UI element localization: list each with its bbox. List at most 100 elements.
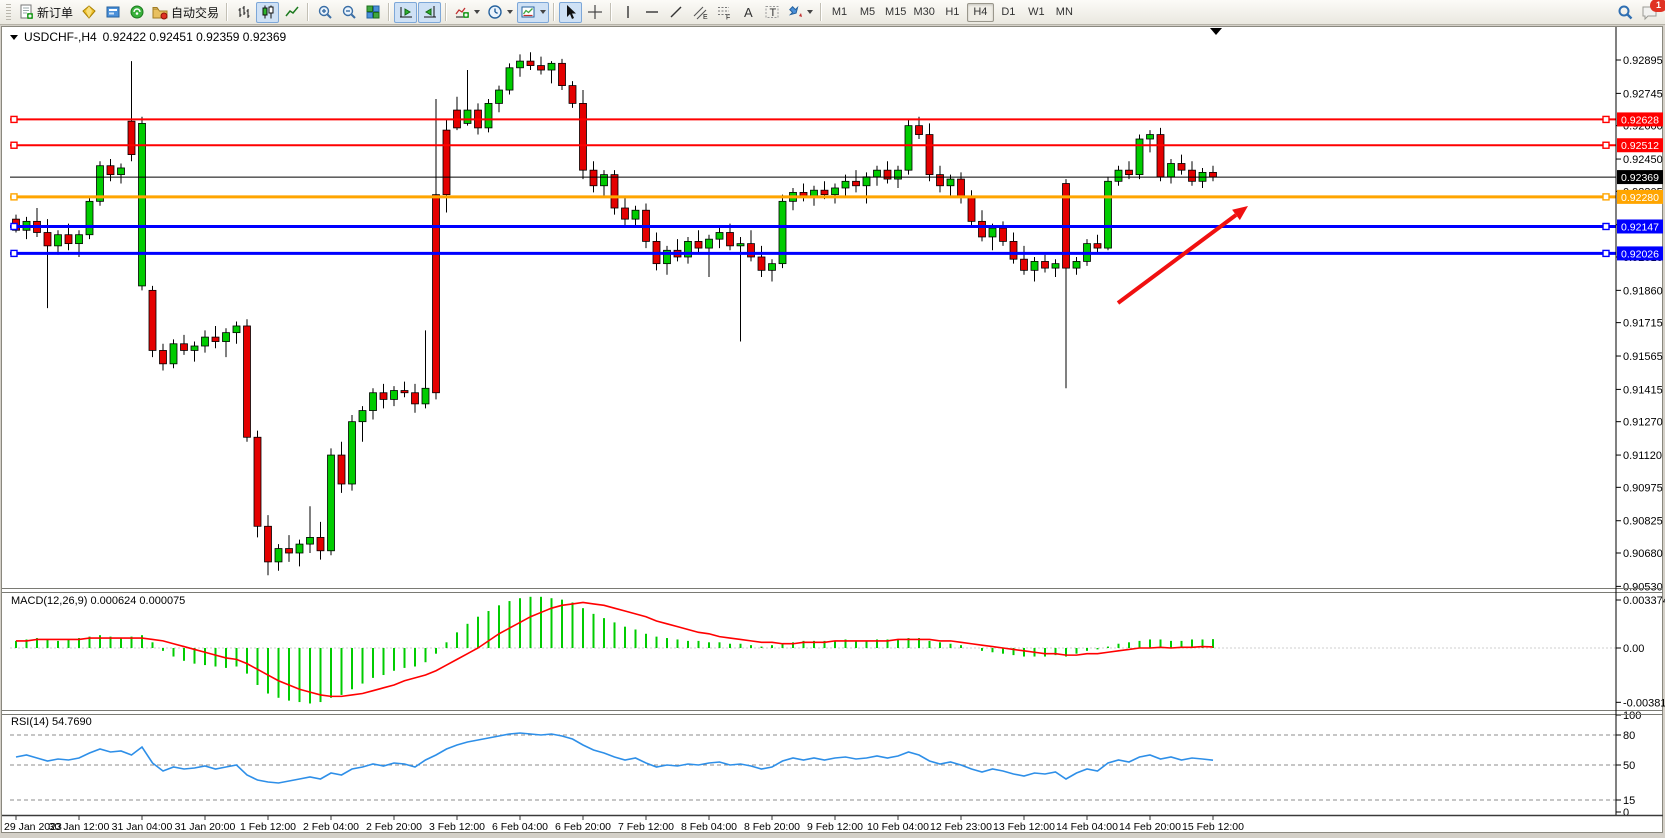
indicator-levels [10,647,1616,801]
dropdown-caret-icon [507,10,514,14]
svg-text:15: 15 [1623,795,1635,807]
notification-count-badge: 1 [1650,0,1665,12]
timeframe-m5[interactable]: M5 [854,3,881,22]
svg-text:6 Feb 20:00: 6 Feb 20:00 [555,821,611,833]
axis-price-badges: 0.92628 0.92512 0.92280 0.92147 0.92026 0.923… [1617,112,1663,261]
line-chart-button[interactable] [280,2,303,23]
cursor-button[interactable] [559,1,583,23]
dropdown-caret-icon [474,10,481,14]
chart-dropdown-icon[interactable] [10,35,18,40]
data-window-button[interactable] [101,2,124,23]
template-icon [521,6,535,18]
trendline-button[interactable] [664,2,687,23]
svg-text:2 Feb 04:00: 2 Feb 04:00 [303,821,359,833]
notifications-button[interactable]: 1 [1638,0,1665,23]
timeframe-label: H4 [973,6,988,18]
svg-text:0.92369: 0.92369 [1621,172,1659,184]
svg-text:0.91565: 0.91565 [1623,351,1663,363]
zoom-out-button[interactable] [337,2,360,23]
dropdown-caret-icon [807,10,814,14]
chart-window-frame [1,26,1663,833]
svg-text:0.92512: 0.92512 [1621,140,1659,152]
line-handle[interactable] [10,193,18,201]
timeframe-m30[interactable]: M30 [910,3,937,22]
svg-text:9 Feb 12:00: 9 Feb 12:00 [807,821,863,833]
chart-shift-icon [423,6,436,18]
svg-text:8 Feb 04:00: 8 Feb 04:00 [681,821,737,833]
toolbar-separator [388,3,391,21]
label-button[interactable]: T [760,2,783,23]
timeframe-w1[interactable]: W1 [1023,3,1050,22]
line-handle[interactable] [10,249,18,258]
line-handle[interactable] [10,115,18,124]
toolbar-drag-handle[interactable] [6,4,11,20]
line-handle[interactable] [1602,249,1610,258]
cursor-icon [566,5,576,19]
line-handle[interactable] [1602,115,1610,124]
toolbar-separator [226,3,229,21]
tile-windows-button[interactable] [361,2,384,23]
green-signal-icon [130,5,144,19]
gem-button[interactable] [77,2,100,23]
svg-text:0: 0 [1623,807,1629,819]
timeframe-mn[interactable]: MN [1051,3,1078,22]
trend-arrow-head[interactable] [1232,206,1248,221]
timeframe-h4[interactable]: H4 [966,2,994,22]
line-handle[interactable] [1602,222,1610,231]
signals-button[interactable] [125,2,148,23]
timeframe-h1[interactable]: H1 [939,3,966,22]
trend-arrow[interactable] [1116,213,1238,305]
timeframe-m15[interactable]: M15 [882,3,909,22]
zoom-in-icon [318,5,332,19]
toolbar-separator [610,3,613,21]
templates-button[interactable] [517,1,550,23]
crosshair-icon [587,5,602,19]
fibonacci-button[interactable]: F [712,2,735,23]
line-handle[interactable] [10,141,18,149]
new-order-button[interactable]: 新订单 [15,2,76,23]
svg-text:14 Feb 04:00: 14 Feb 04:00 [1056,821,1118,833]
text-button[interactable]: A [736,2,759,23]
line-handle[interactable] [1602,193,1610,201]
periods-button[interactable] [484,2,516,23]
line-handle[interactable] [1602,141,1610,149]
arrow-objects-icon [788,5,803,17]
clock-icon [488,5,502,19]
svg-text:0.90530: 0.90530 [1623,581,1663,593]
indicators-button[interactable] [451,2,483,23]
svg-text:6 Feb 04:00: 6 Feb 04:00 [492,821,548,833]
svg-text:29 Jan 2023: 29 Jan 2023 [4,821,62,833]
candlestick-chart-button[interactable] [256,1,280,23]
svg-text:0.91120: 0.91120 [1623,450,1662,462]
rsi-line [15,732,1214,784]
auto-trading-button[interactable]: 自动交易 [149,2,222,23]
toolbar-separator [445,3,448,21]
annotations[interactable] [1116,28,1248,305]
chart-window[interactable]: 0.928950.927450.926000.924500.923050.921… [0,25,1665,835]
horizontal-line-icon [645,11,658,13]
chart-shift-button[interactable] [418,1,442,23]
bar-chart-button[interactable] [232,2,255,23]
line-chart-icon [284,6,299,17]
horizontal-line-objects[interactable] [10,115,1616,258]
svg-text:14 Feb 20:00: 14 Feb 20:00 [1119,821,1181,833]
channel-button[interactable]: E [688,2,711,23]
timeframe-m1[interactable]: M1 [826,3,853,22]
search-button[interactable] [1614,2,1637,23]
price-chart-canvas[interactable]: 0.928950.927450.926000.924500.923050.921… [0,25,1665,835]
svg-text:A: A [744,5,753,20]
auto-scroll-button[interactable] [394,1,418,23]
macd-indicator-label: MACD(12,26,9) 0.000624 0.000075 [11,595,185,607]
crosshair-button[interactable] [583,2,606,23]
search-icon [1618,5,1633,19]
chart-shift-marker[interactable] [1210,28,1222,35]
timeframe-label: M15 [885,6,907,18]
line-handle[interactable] [10,222,18,231]
timeframe-label: W1 [1028,6,1045,18]
vertical-line-button[interactable] [616,2,639,23]
zoom-in-button[interactable] [313,2,336,23]
horizontal-line-button[interactable] [640,2,663,23]
arrows-button[interactable] [784,2,816,23]
timeframe-d1[interactable]: D1 [995,3,1022,22]
yellow-gem-icon [81,5,96,19]
